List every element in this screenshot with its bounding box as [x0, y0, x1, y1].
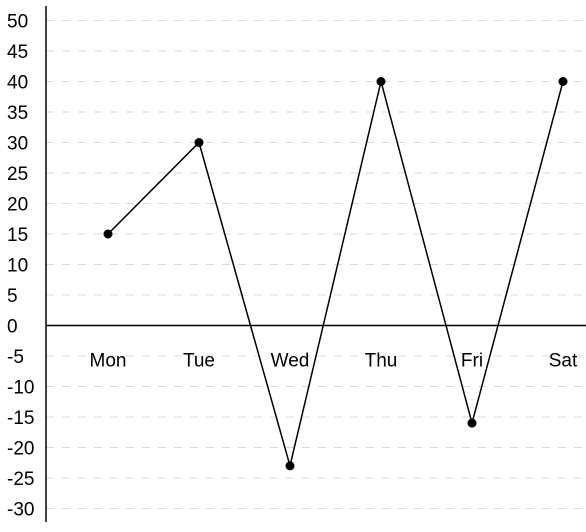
y-tick-label: 50 — [7, 12, 28, 33]
data-point — [194, 138, 204, 147]
grid-layer — [46, 20, 586, 509]
y-tick-label: 0 — [7, 317, 18, 338]
data-point — [467, 418, 477, 428]
x-category-label: Fri — [461, 351, 483, 372]
x-category-label: Tue — [183, 351, 215, 372]
y-tick-label: 10 — [7, 256, 28, 277]
y-tick-label: 5 — [7, 286, 18, 307]
y-tick-label: -30 — [7, 500, 34, 521]
y-tick-label: 30 — [7, 134, 28, 155]
data-point — [285, 461, 295, 471]
y-tick-label: 45 — [7, 42, 28, 63]
y-tick-label: -10 — [7, 378, 34, 399]
y-tick-label: -5 — [7, 347, 24, 368]
data-point — [103, 229, 113, 239]
y-tick-label: -15 — [7, 408, 34, 429]
data-point — [376, 77, 386, 86]
x-category-label: Thu — [365, 351, 398, 372]
y-tick-label: 25 — [7, 164, 28, 185]
y-tick-label: 15 — [7, 225, 28, 246]
x-category-label: Sat — [549, 351, 578, 372]
series-line — [107, 81, 564, 469]
y-tick-label: -25 — [7, 469, 34, 490]
y-tick-label: 40 — [7, 73, 28, 94]
y-tick-label: 20 — [7, 195, 28, 216]
x-category-label: Mon — [90, 351, 127, 372]
data-point — [558, 77, 568, 86]
series-layer — [103, 77, 568, 471]
y-tick-label: -20 — [7, 439, 34, 460]
y-tick-label: 35 — [7, 103, 28, 124]
x-category-label: Wed — [271, 351, 310, 372]
x-category-labels: Mon Tue Wed Thu Fri Sat — [90, 351, 578, 372]
axis-layer — [45, 6, 586, 522]
